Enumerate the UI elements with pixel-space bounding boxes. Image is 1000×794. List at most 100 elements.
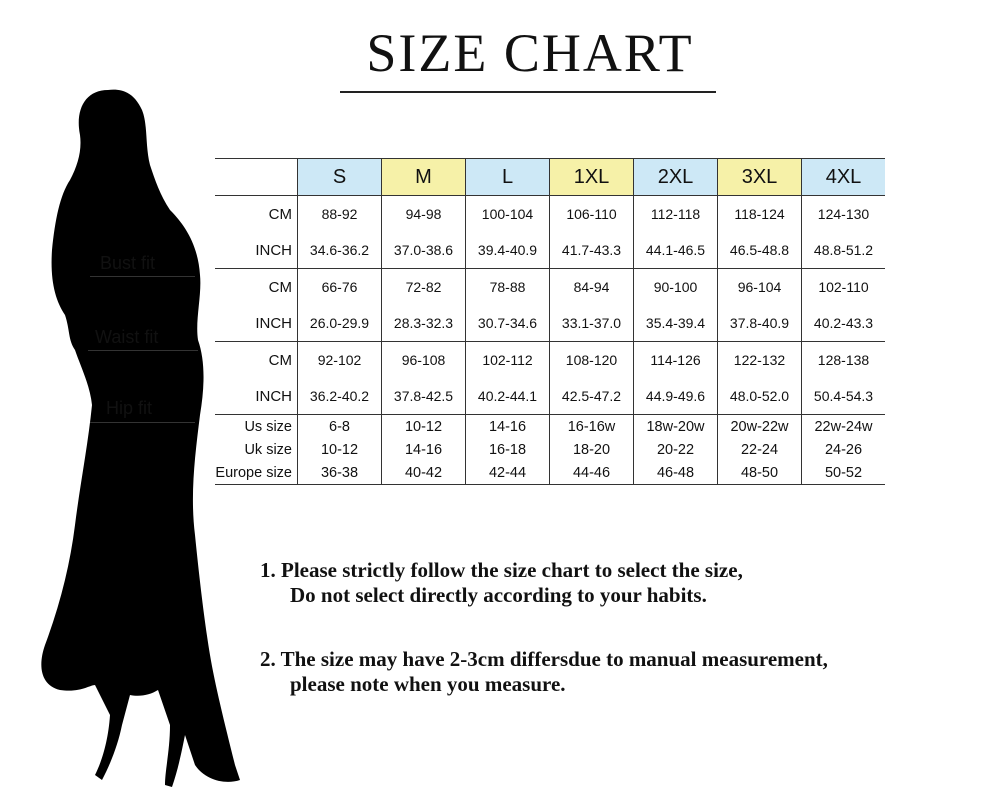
- table-cell: 128-138: [801, 341, 885, 378]
- table-cell: 44.1-46.5: [633, 232, 718, 269]
- table-row: INCH 36.2-40.2 37.8-42.5 40.2-44.1 42.5-47.2…: [215, 378, 885, 415]
- size-table: S M L 1XL 2XL 3XL 4XL CM 88-92 94-98 100-104 106-11…: [215, 158, 885, 485]
- size-header: 4XL: [801, 158, 885, 196]
- row-label: INCH: [215, 305, 298, 342]
- table-cell: 30.7-34.6: [465, 305, 550, 342]
- table-cell: 88-92: [297, 195, 382, 232]
- waist-fit-label: Waist fit: [95, 327, 159, 347]
- table-row: CM 88-92 94-98 100-104 106-110 112-118 118-124…: [215, 195, 885, 232]
- table-cell: 14-16: [465, 414, 550, 438]
- size-header: 2XL: [633, 158, 718, 196]
- table-row: CM 92-102 96-108 102-112 108-120 114-126 122-1…: [215, 341, 885, 378]
- table-row: INCH 34.6-36.2 37.0-38.6 39.4-40.9 41.7-43.3…: [215, 232, 885, 269]
- table-cell: 40-42: [381, 461, 466, 485]
- table-cell: 96-108: [381, 341, 466, 378]
- table-cell: 106-110: [549, 195, 634, 232]
- table-cell: 14-16: [381, 438, 466, 461]
- table-cell: 50.4-54.3: [801, 378, 885, 415]
- size-header: M: [381, 158, 466, 196]
- row-label: INCH: [215, 232, 298, 269]
- row-label: CM: [268, 205, 292, 223]
- table-cell: 90-100: [633, 268, 718, 305]
- waist-fit-line: [88, 350, 198, 351]
- note-1-line-2: Do not select directly according to your…: [290, 583, 707, 607]
- note-2: 2. The size may have 2-3cm differsdue to…: [260, 647, 828, 697]
- table-cell: 40.2-44.1: [465, 378, 550, 415]
- hip-fit-line: [90, 422, 195, 423]
- notes: 1. Please strictly follow the size chart…: [260, 558, 828, 736]
- table-cell: 114-126: [633, 341, 718, 378]
- row-label: CM: [268, 351, 292, 369]
- table-cell: 48.0-52.0: [717, 378, 802, 415]
- table-cell: 40.2-43.3: [801, 305, 885, 342]
- table-cell: 84-94: [549, 268, 634, 305]
- page-title: SIZE CHART: [366, 23, 694, 83]
- size-header: L: [465, 158, 550, 196]
- table-cell: 36-38: [297, 461, 382, 485]
- table-cell: 92-102: [297, 341, 382, 378]
- table-row: Uk size 10-12 14-16 16-18 18-20 20-22 22-24 24-…: [215, 438, 885, 461]
- table-cell: 28.3-32.3: [381, 305, 466, 342]
- table-cell: 20w-22w: [717, 414, 802, 438]
- table-cell: 16-18: [465, 438, 550, 461]
- table-cell: 42-44: [465, 461, 550, 485]
- table-cell: 94-98: [381, 195, 466, 232]
- note-2-line-1: 2. The size may have 2-3cm differsdue to…: [260, 647, 828, 671]
- table-cell: 42.5-47.2: [549, 378, 634, 415]
- table-cell: 10-12: [381, 414, 466, 438]
- table-cell: 26.0-29.9: [297, 305, 382, 342]
- table-row: INCH 26.0-29.9 28.3-32.3 30.7-34.6 33.1-37.0…: [215, 305, 885, 342]
- title-underline: [340, 91, 716, 93]
- table-cell: 18-20: [549, 438, 634, 461]
- table-cell: 46-48: [633, 461, 718, 485]
- row-label: CM: [268, 278, 292, 296]
- table-cell: 39.4-40.9: [465, 232, 550, 269]
- table-cell: 34.6-36.2: [297, 232, 382, 269]
- table-cell: 24-26: [801, 438, 885, 461]
- table-cell: 22-24: [717, 438, 802, 461]
- row-label: Us size: [244, 418, 292, 435]
- table-cell: 48-50: [717, 461, 802, 485]
- row-label: INCH: [215, 378, 298, 415]
- table-cell: 22w-24w: [801, 414, 885, 438]
- table-cell: 46.5-48.8: [717, 232, 802, 269]
- table-cell: 108-120: [549, 341, 634, 378]
- header-row: S M L 1XL 2XL 3XL 4XL: [215, 158, 885, 196]
- table-cell: 118-124: [717, 195, 802, 232]
- table-cell: 50-52: [801, 461, 885, 485]
- table-row: CM 66-76 72-82 78-88 84-94 90-100 96-104 102-11…: [215, 268, 885, 305]
- table-cell: 72-82: [381, 268, 466, 305]
- table-cell: 44-46: [549, 461, 634, 485]
- woman-silhouette: [41, 89, 241, 787]
- row-label: Europe size: [215, 461, 298, 485]
- note-1: 1. Please strictly follow the size chart…: [260, 558, 828, 608]
- table-cell: 44.9-49.6: [633, 378, 718, 415]
- table-cell: 37.8-40.9: [717, 305, 802, 342]
- table-cell: 37.0-38.6: [381, 232, 466, 269]
- table-cell: 6-8: [297, 414, 382, 438]
- row-label: Uk size: [244, 441, 292, 458]
- size-header: 3XL: [717, 158, 802, 196]
- table-cell: 124-130: [801, 195, 885, 232]
- table-cell: 96-104: [717, 268, 802, 305]
- note-1-line-1: 1. Please strictly follow the size chart…: [260, 558, 743, 582]
- table-cell: 100-104: [465, 195, 550, 232]
- table-row: Europe size 36-38 40-42 42-44 44-46 46-48 48-5…: [215, 461, 885, 485]
- table-cell: 20-22: [633, 438, 718, 461]
- table-cell: 41.7-43.3: [549, 232, 634, 269]
- table-cell: 102-110: [801, 268, 885, 305]
- table-cell: 66-76: [297, 268, 382, 305]
- table-cell: 122-132: [717, 341, 802, 378]
- bust-fit-label: Bust fit: [100, 253, 156, 273]
- table-cell: 48.8-51.2: [801, 232, 885, 269]
- table-cell: 18w-20w: [633, 414, 718, 438]
- header-corner: [215, 158, 298, 196]
- table-cell: 16-16w: [549, 414, 634, 438]
- table-cell: 35.4-39.4: [633, 305, 718, 342]
- note-2-line-2: please note when you measure.: [290, 672, 566, 696]
- size-header: 1XL: [549, 158, 634, 196]
- table-cell: 36.2-40.2: [297, 378, 382, 415]
- table-cell: 10-12: [297, 438, 382, 461]
- table-cell: 37.8-42.5: [381, 378, 466, 415]
- table-cell: 33.1-37.0: [549, 305, 634, 342]
